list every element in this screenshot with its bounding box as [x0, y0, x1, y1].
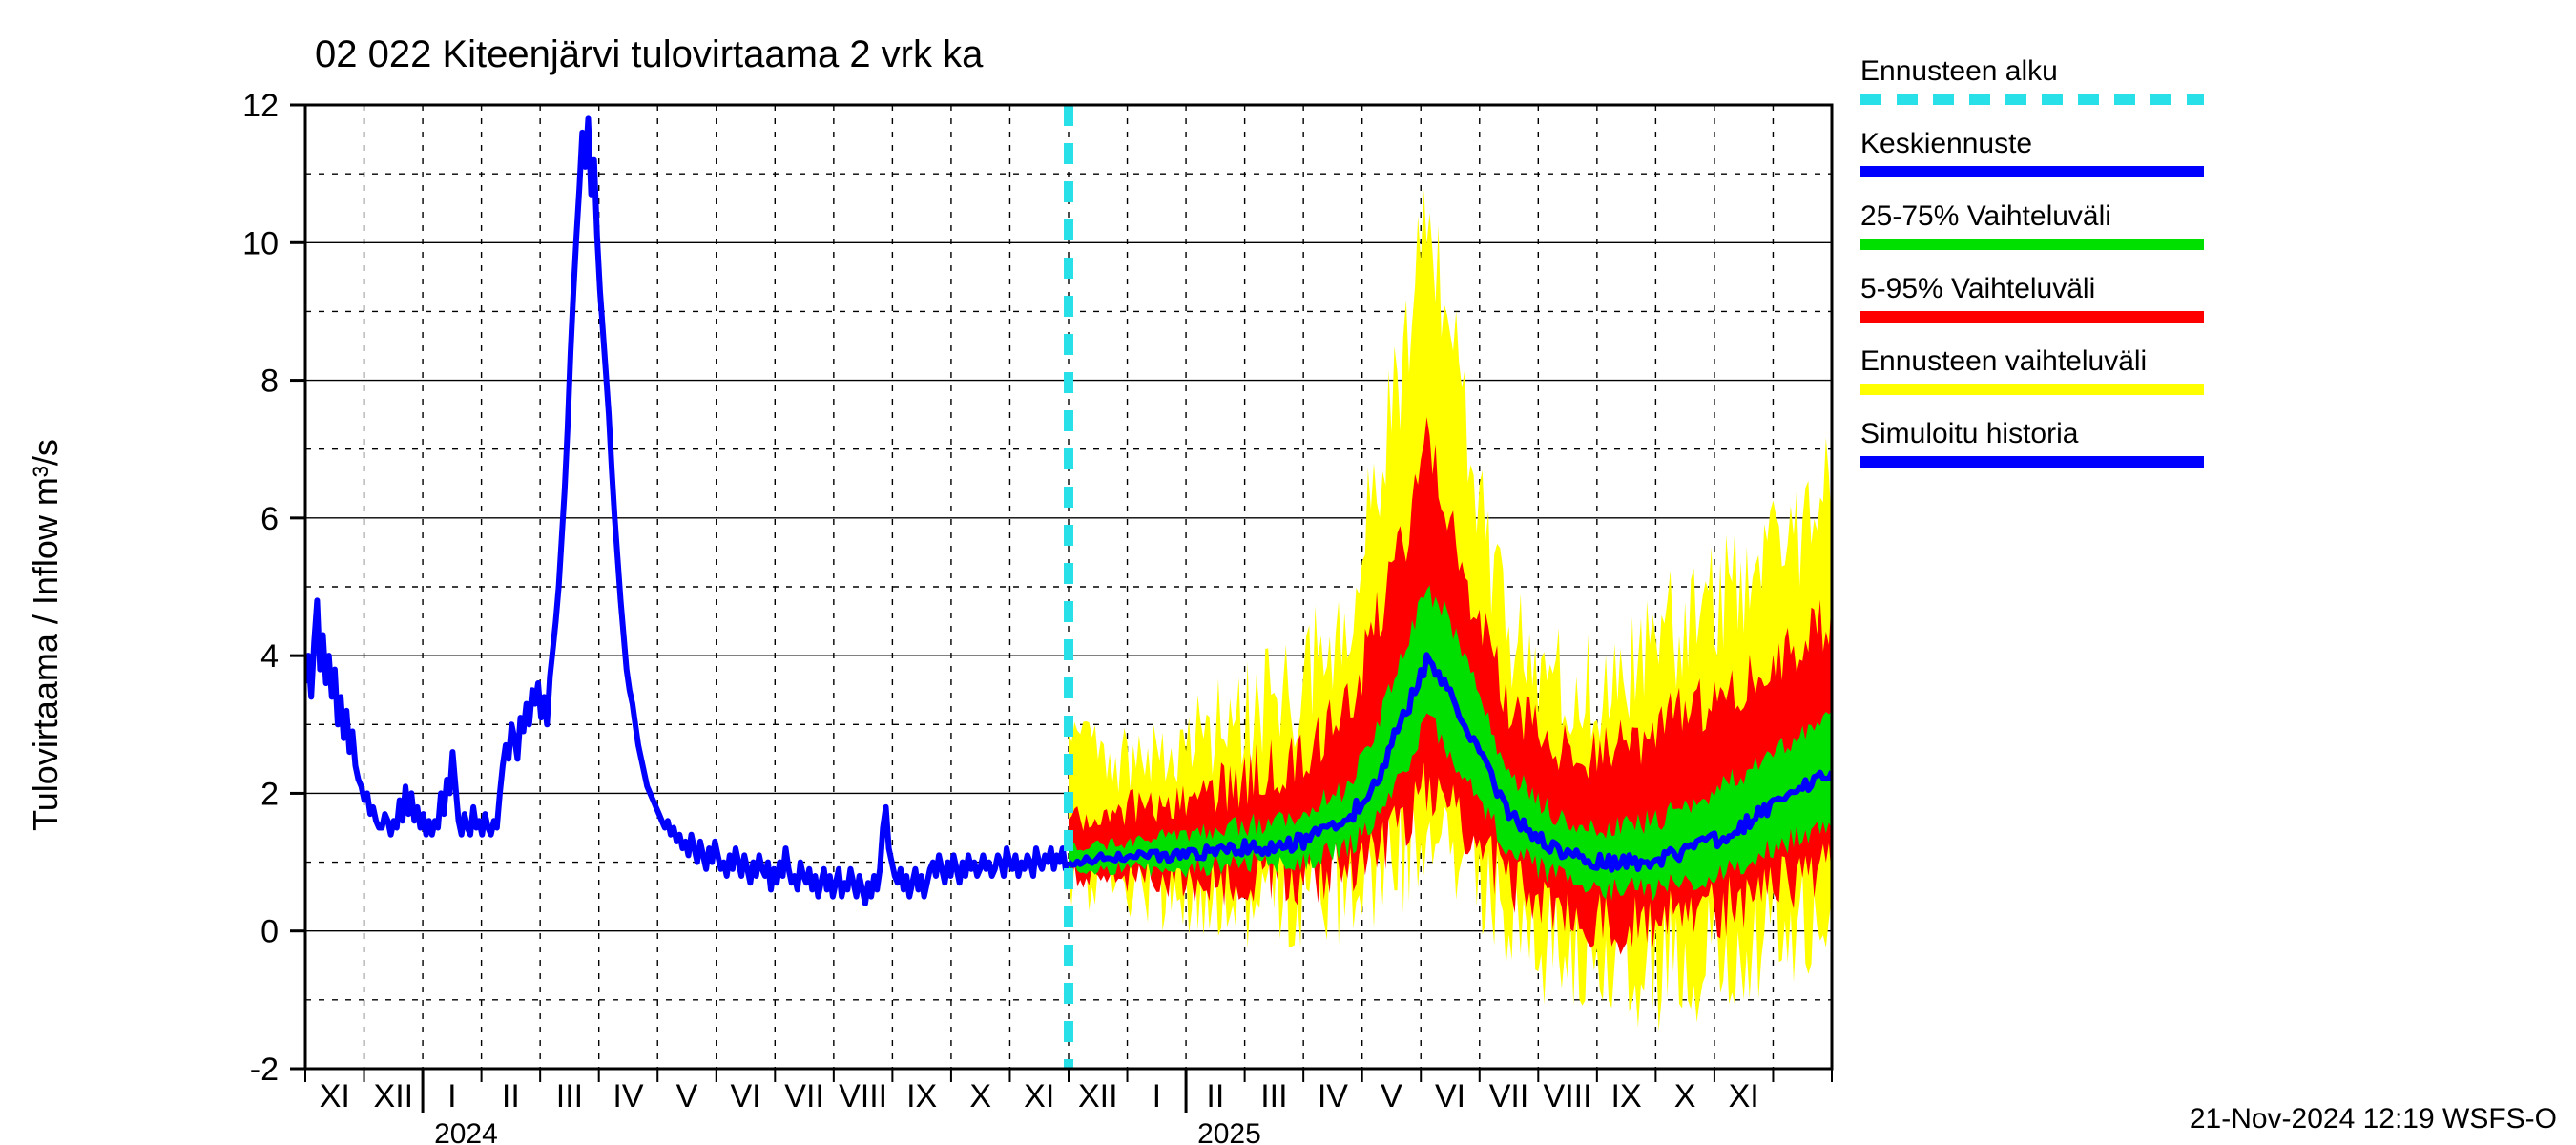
xtick-label: XI [320, 1078, 350, 1114]
ytick-label: 4 [260, 638, 279, 675]
y-axis-label: Tulovirtaama / Inflow m³/s [26, 439, 65, 831]
chart-svg: -2024681012XIXIIIIIIIIIVVVIVIIVIIIIXXXIX… [0, 0, 2576, 1145]
xtick-label: II [502, 1078, 520, 1114]
xtick-label: III [1260, 1078, 1287, 1114]
year-label: 2024 [434, 1118, 498, 1145]
xtick-label: IX [906, 1078, 937, 1114]
chart-title: 02 022 Kiteenjärvi tulovirtaama 2 vrk ka [315, 33, 984, 75]
legend-label: 5-95% Vaihteluväli [1860, 273, 2095, 304]
ytick-label: 6 [260, 501, 279, 537]
ytick-label: 12 [242, 88, 279, 124]
chart-container: -2024681012XIXIIIIIIIIIVVVIVIIVIIIIXXXIX… [0, 0, 2576, 1145]
xtick-label: VIII [1544, 1078, 1592, 1114]
xtick-label: VI [730, 1078, 760, 1114]
xtick-label: II [1206, 1078, 1224, 1114]
xtick-label: X [969, 1078, 991, 1114]
year-label: 2025 [1197, 1118, 1261, 1145]
xtick-label: X [1674, 1078, 1696, 1114]
ytick-label: 2 [260, 776, 279, 812]
xtick-label: XI [1024, 1078, 1054, 1114]
xtick-label: VII [784, 1078, 824, 1114]
ytick-label: 10 [242, 225, 279, 261]
xtick-label: IV [613, 1078, 643, 1114]
legend-label: Keskiennuste [1860, 128, 2032, 159]
ytick-label: -2 [250, 1051, 279, 1088]
xtick-label: VII [1489, 1078, 1529, 1114]
xtick-label: V [1381, 1078, 1402, 1114]
ytick-label: 0 [260, 914, 279, 950]
xtick-label: I [447, 1078, 456, 1114]
xtick-label: III [556, 1078, 583, 1114]
xtick-label: VIII [839, 1078, 887, 1114]
xtick-label: XII [374, 1078, 414, 1114]
xtick-label: IV [1318, 1078, 1348, 1114]
legend-label: 25-75% Vaihteluväli [1860, 200, 2111, 232]
legend-label: Simuloitu historia [1860, 418, 2079, 449]
xtick-label: XII [1078, 1078, 1118, 1114]
ytick-label: 8 [260, 364, 279, 400]
xtick-label: IX [1611, 1078, 1642, 1114]
footer-timestamp: 21-Nov-2024 12:19 WSFS-O [2190, 1103, 2557, 1135]
xtick-label: I [1153, 1078, 1161, 1114]
xtick-label: VI [1435, 1078, 1465, 1114]
legend-label: Ennusteen alku [1860, 55, 2058, 87]
xtick-label: XI [1729, 1078, 1759, 1114]
xtick-label: V [676, 1078, 698, 1114]
legend-label: Ennusteen vaihteluväli [1860, 345, 2147, 377]
